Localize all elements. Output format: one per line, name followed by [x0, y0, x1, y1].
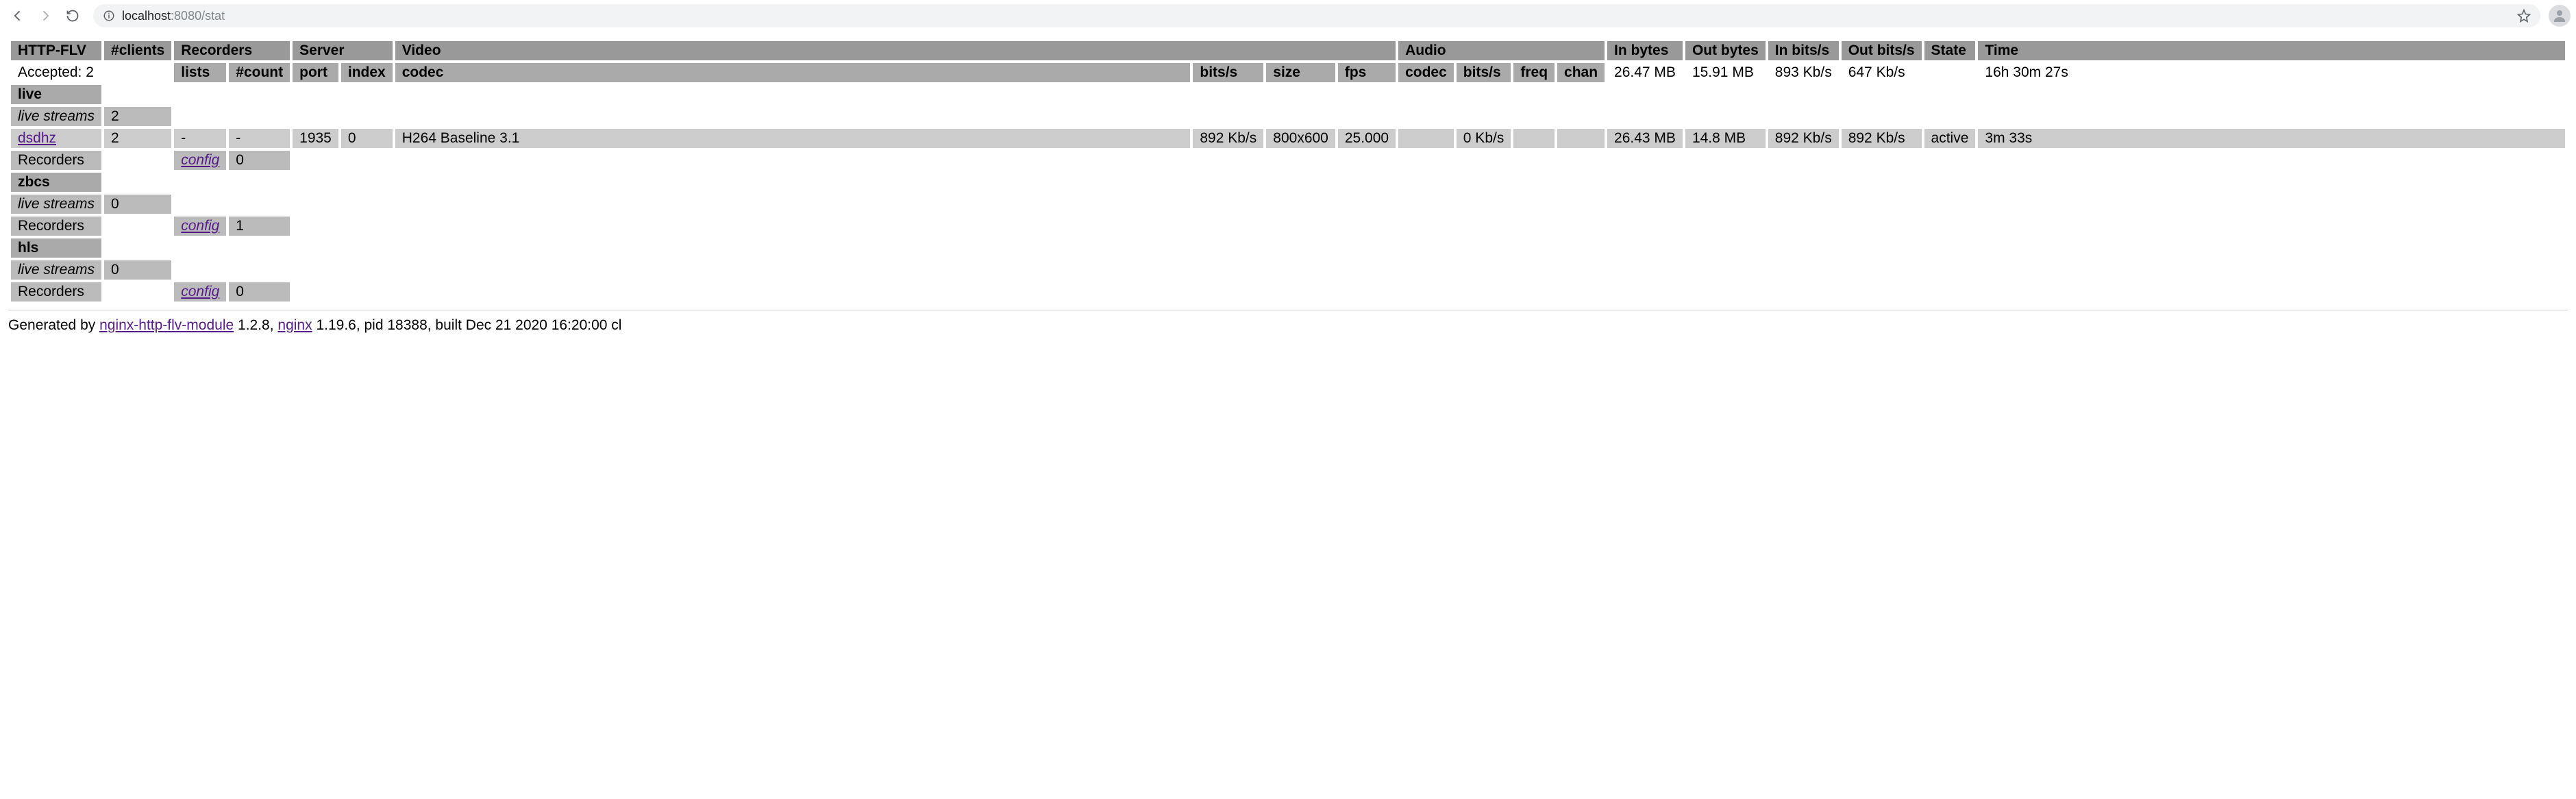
- app-header-row: zbcs: [11, 173, 2565, 192]
- col-state: State: [1924, 41, 1976, 60]
- recorders-row: Recorders config 1: [11, 217, 2565, 236]
- col-in-bits: In bits/s: [1768, 41, 1839, 60]
- profile-avatar[interactable]: [2549, 5, 2571, 27]
- recorders-config-cell: config: [174, 151, 226, 170]
- sub-v-fps: fps: [1338, 63, 1396, 82]
- col-out-bits: Out bits/s: [1842, 41, 1922, 60]
- live-streams-count: 0: [104, 195, 171, 214]
- live-streams-count: 0: [104, 260, 171, 280]
- app-name: zbcs: [11, 173, 101, 192]
- stream-state: active: [1924, 129, 1976, 148]
- back-button[interactable]: [5, 3, 30, 28]
- forward-button[interactable]: [33, 3, 58, 28]
- browser-toolbar: localhost:8080/stat: [0, 0, 2576, 32]
- col-clients: #clients: [104, 41, 171, 60]
- stream-in-bytes: 26.43 MB: [1607, 129, 1683, 148]
- url-text: localhost:8080/stat: [122, 9, 225, 23]
- nginx-link[interactable]: nginx: [277, 317, 312, 333]
- sub-a-chan: chan: [1557, 63, 1605, 82]
- stream-in-bits: 892 Kb/s: [1768, 129, 1839, 148]
- col-time: Time: [1978, 41, 2565, 60]
- recorders-label: Recorders: [11, 217, 101, 236]
- summary-in-bits: 893 Kb/s: [1768, 63, 1839, 82]
- recorders-config-cell: config: [174, 217, 226, 236]
- sub-a-bits: bits/s: [1457, 63, 1511, 82]
- config-link[interactable]: config: [181, 284, 219, 299]
- sub-count: #count: [229, 63, 290, 82]
- bookmark-star-icon[interactable]: [2517, 9, 2531, 23]
- col-video: Video: [395, 41, 1396, 60]
- recorders-count: 0: [229, 282, 290, 302]
- live-streams-label: live streams: [11, 195, 101, 214]
- stream-rec-lists: -: [174, 129, 226, 148]
- address-bar[interactable]: localhost:8080/stat: [93, 4, 2540, 27]
- sub-a-freq: freq: [1513, 63, 1555, 82]
- sub-port: port: [293, 63, 338, 82]
- col-recorders: Recorders: [174, 41, 290, 60]
- stream-out-bits: 892 Kb/s: [1842, 129, 1922, 148]
- col-http-flv: HTTP-FLV: [11, 41, 101, 60]
- stream-out-bytes: 14.8 MB: [1685, 129, 1766, 148]
- live-streams-label: live streams: [11, 107, 101, 126]
- recorders-config-cell: config: [174, 282, 226, 302]
- recorders-count: 0: [229, 151, 290, 170]
- stream-abits: 0 Kb/s: [1457, 129, 1511, 148]
- recorders-row: Recorders config 0: [11, 282, 2565, 302]
- reload-button[interactable]: [60, 3, 85, 28]
- app-header-row: live: [11, 85, 2565, 104]
- summary-out-bytes: 15.91 MB: [1685, 63, 1766, 82]
- col-out-bytes: Out bytes: [1685, 41, 1766, 60]
- app-name: hls: [11, 238, 101, 258]
- footer-text: Generated by nginx-http-flv-module 1.2.8…: [8, 316, 2568, 347]
- stream-rec-count: -: [229, 129, 290, 148]
- stream-afreq: [1513, 129, 1555, 148]
- stat-table: HTTP-FLV #clients Recorders Server Video…: [8, 38, 2568, 304]
- stream-achan: [1557, 129, 1605, 148]
- page-content: HTTP-FLV #clients Recorders Server Video…: [0, 32, 2576, 361]
- summary-out-bits: 647 Kb/s: [1842, 63, 1922, 82]
- header-row-1: HTTP-FLV #clients Recorders Server Video…: [11, 41, 2565, 60]
- col-server: Server: [293, 41, 393, 60]
- stream-vsize: 800x600: [1266, 129, 1335, 148]
- site-info-icon[interactable]: [103, 10, 115, 22]
- config-link[interactable]: config: [181, 218, 219, 234]
- config-link[interactable]: config: [181, 152, 219, 168]
- stream-vbits: 892 Kb/s: [1193, 129, 1263, 148]
- sub-v-codec: codec: [395, 63, 1191, 82]
- live-streams-row: live streams0: [11, 260, 2565, 280]
- summary-in-bytes: 26.47 MB: [1607, 63, 1683, 82]
- sub-v-bits: bits/s: [1193, 63, 1263, 82]
- stream-row: dsdhz2--19350H264 Baseline 3.1892 Kb/s80…: [11, 129, 2565, 148]
- summary-accepted: Accepted: 2: [11, 63, 101, 82]
- recorders-count: 1: [229, 217, 290, 236]
- stream-vfps: 25.000: [1338, 129, 1396, 148]
- stream-vcodec: H264 Baseline 3.1: [395, 129, 1191, 148]
- stream-time: 3m 33s: [1978, 129, 2565, 148]
- recorders-label: Recorders: [11, 151, 101, 170]
- header-row-2: Accepted: 2 lists #count port index code…: [11, 63, 2565, 82]
- summary-time: 16h 30m 27s: [1978, 63, 2565, 82]
- module-link[interactable]: nginx-http-flv-module: [99, 317, 234, 333]
- live-streams-row: live streams2: [11, 107, 2565, 126]
- stream-acodec: [1398, 129, 1454, 148]
- live-streams-label: live streams: [11, 260, 101, 280]
- col-audio: Audio: [1398, 41, 1605, 60]
- sub-a-codec: codec: [1398, 63, 1454, 82]
- stream-clients: 2: [104, 129, 171, 148]
- col-in-bytes: In bytes: [1607, 41, 1683, 60]
- app-header-row: hls: [11, 238, 2565, 258]
- recorders-label: Recorders: [11, 282, 101, 302]
- sub-index: index: [341, 63, 393, 82]
- sub-v-size: size: [1266, 63, 1335, 82]
- sub-lists: lists: [174, 63, 226, 82]
- live-streams-row: live streams0: [11, 195, 2565, 214]
- stream-port: 1935: [293, 129, 338, 148]
- recorders-row: Recorders config 0: [11, 151, 2565, 170]
- stream-name-cell: dsdhz: [11, 129, 101, 148]
- live-streams-count: 2: [104, 107, 171, 126]
- stream-index: 0: [341, 129, 393, 148]
- app-name: live: [11, 85, 101, 104]
- stream-link[interactable]: dsdhz: [18, 130, 56, 146]
